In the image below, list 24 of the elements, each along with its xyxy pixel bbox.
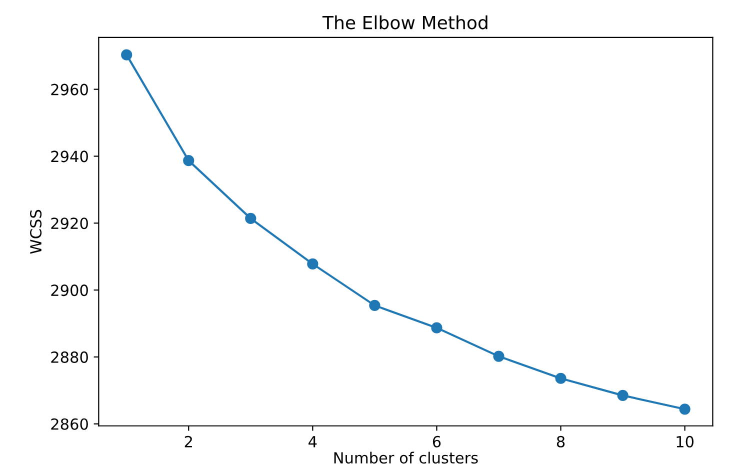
x-tick-label: 10	[676, 436, 694, 448]
y-tick-label: 2860	[51, 418, 88, 430]
y-tick-label: 2900	[51, 284, 88, 296]
point	[307, 258, 318, 270]
point	[183, 155, 194, 166]
y-tick-label: 2880	[51, 351, 88, 363]
x-tick-label: 2	[184, 436, 192, 448]
x-tick-label: 4	[308, 436, 317, 448]
y-tick-label: 2940	[51, 150, 88, 162]
y-axis-title: WCSS	[30, 210, 42, 254]
y-tick-label: 2960	[51, 84, 88, 96]
point	[555, 372, 566, 384]
point	[369, 300, 380, 311]
point	[121, 49, 132, 60]
y-tick-label: 2920	[51, 218, 88, 230]
x-tick-label: 8	[556, 436, 565, 448]
point	[431, 322, 442, 334]
point	[679, 404, 690, 415]
x-tick-label: 6	[432, 436, 441, 448]
point	[493, 350, 504, 362]
chart-title: The Elbow Method	[322, 15, 488, 30]
x-axis-title: Number of clusters	[334, 452, 478, 464]
point	[245, 212, 256, 224]
point	[617, 390, 628, 401]
